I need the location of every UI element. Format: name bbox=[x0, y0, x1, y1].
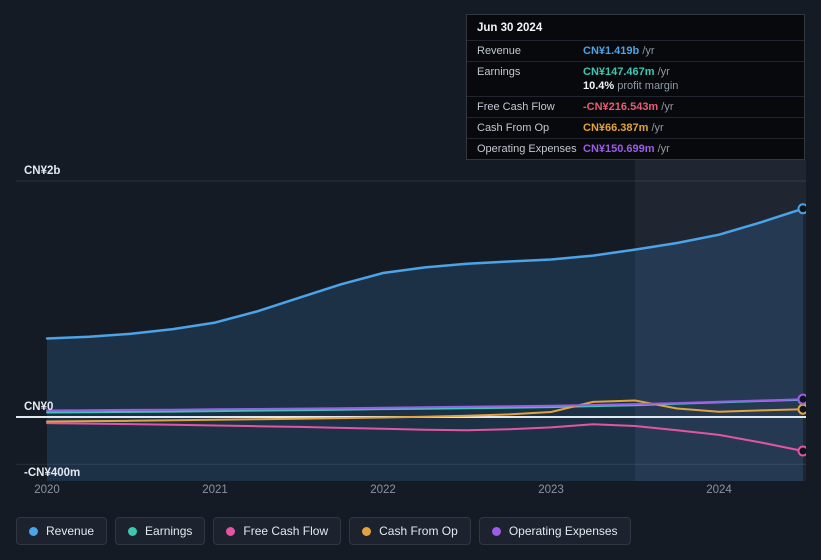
revenue-area bbox=[47, 208, 803, 481]
hover-tooltip-panel: Jun 30 2024 Revenue CN¥1.419b /yr Earnin… bbox=[466, 14, 805, 160]
cash-from-op-end-marker bbox=[797, 403, 806, 415]
revenue-line bbox=[45, 207, 805, 340]
profit-margin-note: 10.4% profit margin bbox=[583, 78, 794, 92]
tooltip-value-wrap: CN¥150.699m /yr bbox=[583, 143, 794, 155]
x-axis-label: 2021 bbox=[202, 484, 228, 496]
earnings-dot-icon bbox=[128, 526, 138, 536]
legend-item-free-cash-flow[interactable]: Free Cash Flow bbox=[213, 517, 342, 545]
x-axis-label: 2022 bbox=[370, 484, 396, 496]
revenue-dot-icon bbox=[29, 526, 38, 536]
tooltip-value-wrap: CN¥147.467m /yr bbox=[583, 66, 794, 78]
free-cash-flow-dot-icon bbox=[226, 526, 236, 536]
tooltip-suffix: /yr bbox=[657, 143, 670, 155]
legend-label: Cash From Op bbox=[379, 524, 458, 538]
legend-label: Operating Expenses bbox=[508, 524, 618, 538]
tooltip-suffix: /yr bbox=[642, 45, 655, 57]
tooltip-label: Operating Expenses bbox=[477, 143, 577, 155]
operating-expenses-line bbox=[46, 398, 804, 412]
tooltip-row-earnings: Earnings CN¥147.467m /yr 10.4% profit ma… bbox=[467, 62, 804, 97]
legend-label: Revenue bbox=[46, 524, 95, 538]
free-cash-flow-line bbox=[46, 422, 804, 452]
legend-label: Earnings bbox=[145, 524, 193, 538]
free-cash-flow-end-marker bbox=[797, 445, 806, 457]
tooltip-value-wrap: -CN¥216.543m /yr bbox=[583, 101, 794, 113]
tooltip-label: Revenue bbox=[477, 45, 522, 57]
x-axis-label: 2020 bbox=[34, 484, 60, 496]
tooltip-row-cash-from-op: Cash From Op CN¥66.387m /yr bbox=[467, 118, 804, 139]
tooltip-label: Earnings bbox=[477, 66, 521, 78]
profit-margin-value: 10.4% bbox=[583, 80, 615, 92]
profit-margin-label: profit margin bbox=[617, 80, 679, 92]
tooltip-row-operating-expenses: Operating Expenses CN¥150.699m /yr bbox=[467, 139, 804, 159]
legend-item-revenue[interactable]: Revenue bbox=[16, 517, 108, 545]
cash-from-op-line bbox=[46, 399, 804, 423]
tooltip-suffix: /yr bbox=[657, 66, 670, 78]
tooltip-value-wrap: CN¥1.419b /yr bbox=[583, 45, 794, 57]
x-axis-label: 2024 bbox=[706, 484, 732, 496]
tooltip-date: Jun 30 2024 bbox=[467, 15, 804, 41]
revenue-end-marker bbox=[797, 203, 806, 215]
tooltip-row-free-cash-flow: Free Cash Flow -CN¥216.543m /yr bbox=[467, 97, 804, 118]
tooltip-suffix: /yr bbox=[661, 101, 674, 113]
tooltip-value: CN¥147.467m bbox=[583, 66, 655, 78]
tooltip-value: CN¥1.419b bbox=[583, 45, 640, 57]
legend-item-operating-expenses[interactable]: Operating Expenses bbox=[478, 517, 631, 545]
legend-item-cash-from-op[interactable]: Cash From Op bbox=[349, 517, 471, 545]
legend-item-earnings[interactable]: Earnings bbox=[115, 517, 206, 545]
chart-legend: Revenue Earnings Free Cash Flow Cash Fro… bbox=[16, 517, 631, 545]
highlight-region bbox=[635, 160, 806, 481]
tooltip-value-wrap: CN¥66.387m /yr bbox=[583, 122, 794, 134]
tooltip-value: CN¥66.387m bbox=[583, 122, 649, 134]
operating-expenses-end-marker bbox=[797, 393, 806, 405]
tooltip-suffix: /yr bbox=[651, 122, 664, 134]
tooltip-label: Cash From Op bbox=[477, 122, 550, 134]
y-axis-label: CN¥0 bbox=[24, 401, 54, 413]
y-axis-label: -CN¥400m bbox=[24, 467, 81, 480]
cash-from-op-dot-icon bbox=[362, 526, 372, 536]
tooltip-label: Free Cash Flow bbox=[477, 101, 555, 113]
operating-expenses-dot-icon bbox=[491, 526, 501, 536]
tooltip-value: CN¥150.699m bbox=[583, 143, 655, 155]
tooltip-value: -CN¥216.543m bbox=[583, 101, 659, 113]
chart-area[interactable] bbox=[16, 160, 806, 481]
y-axis-label: CN¥2b bbox=[24, 165, 61, 177]
tooltip-row-revenue: Revenue CN¥1.419b /yr bbox=[467, 41, 804, 62]
timeseries-chart[interactable] bbox=[16, 160, 806, 481]
x-axis-label: 2023 bbox=[538, 484, 564, 496]
legend-label: Free Cash Flow bbox=[243, 524, 329, 538]
